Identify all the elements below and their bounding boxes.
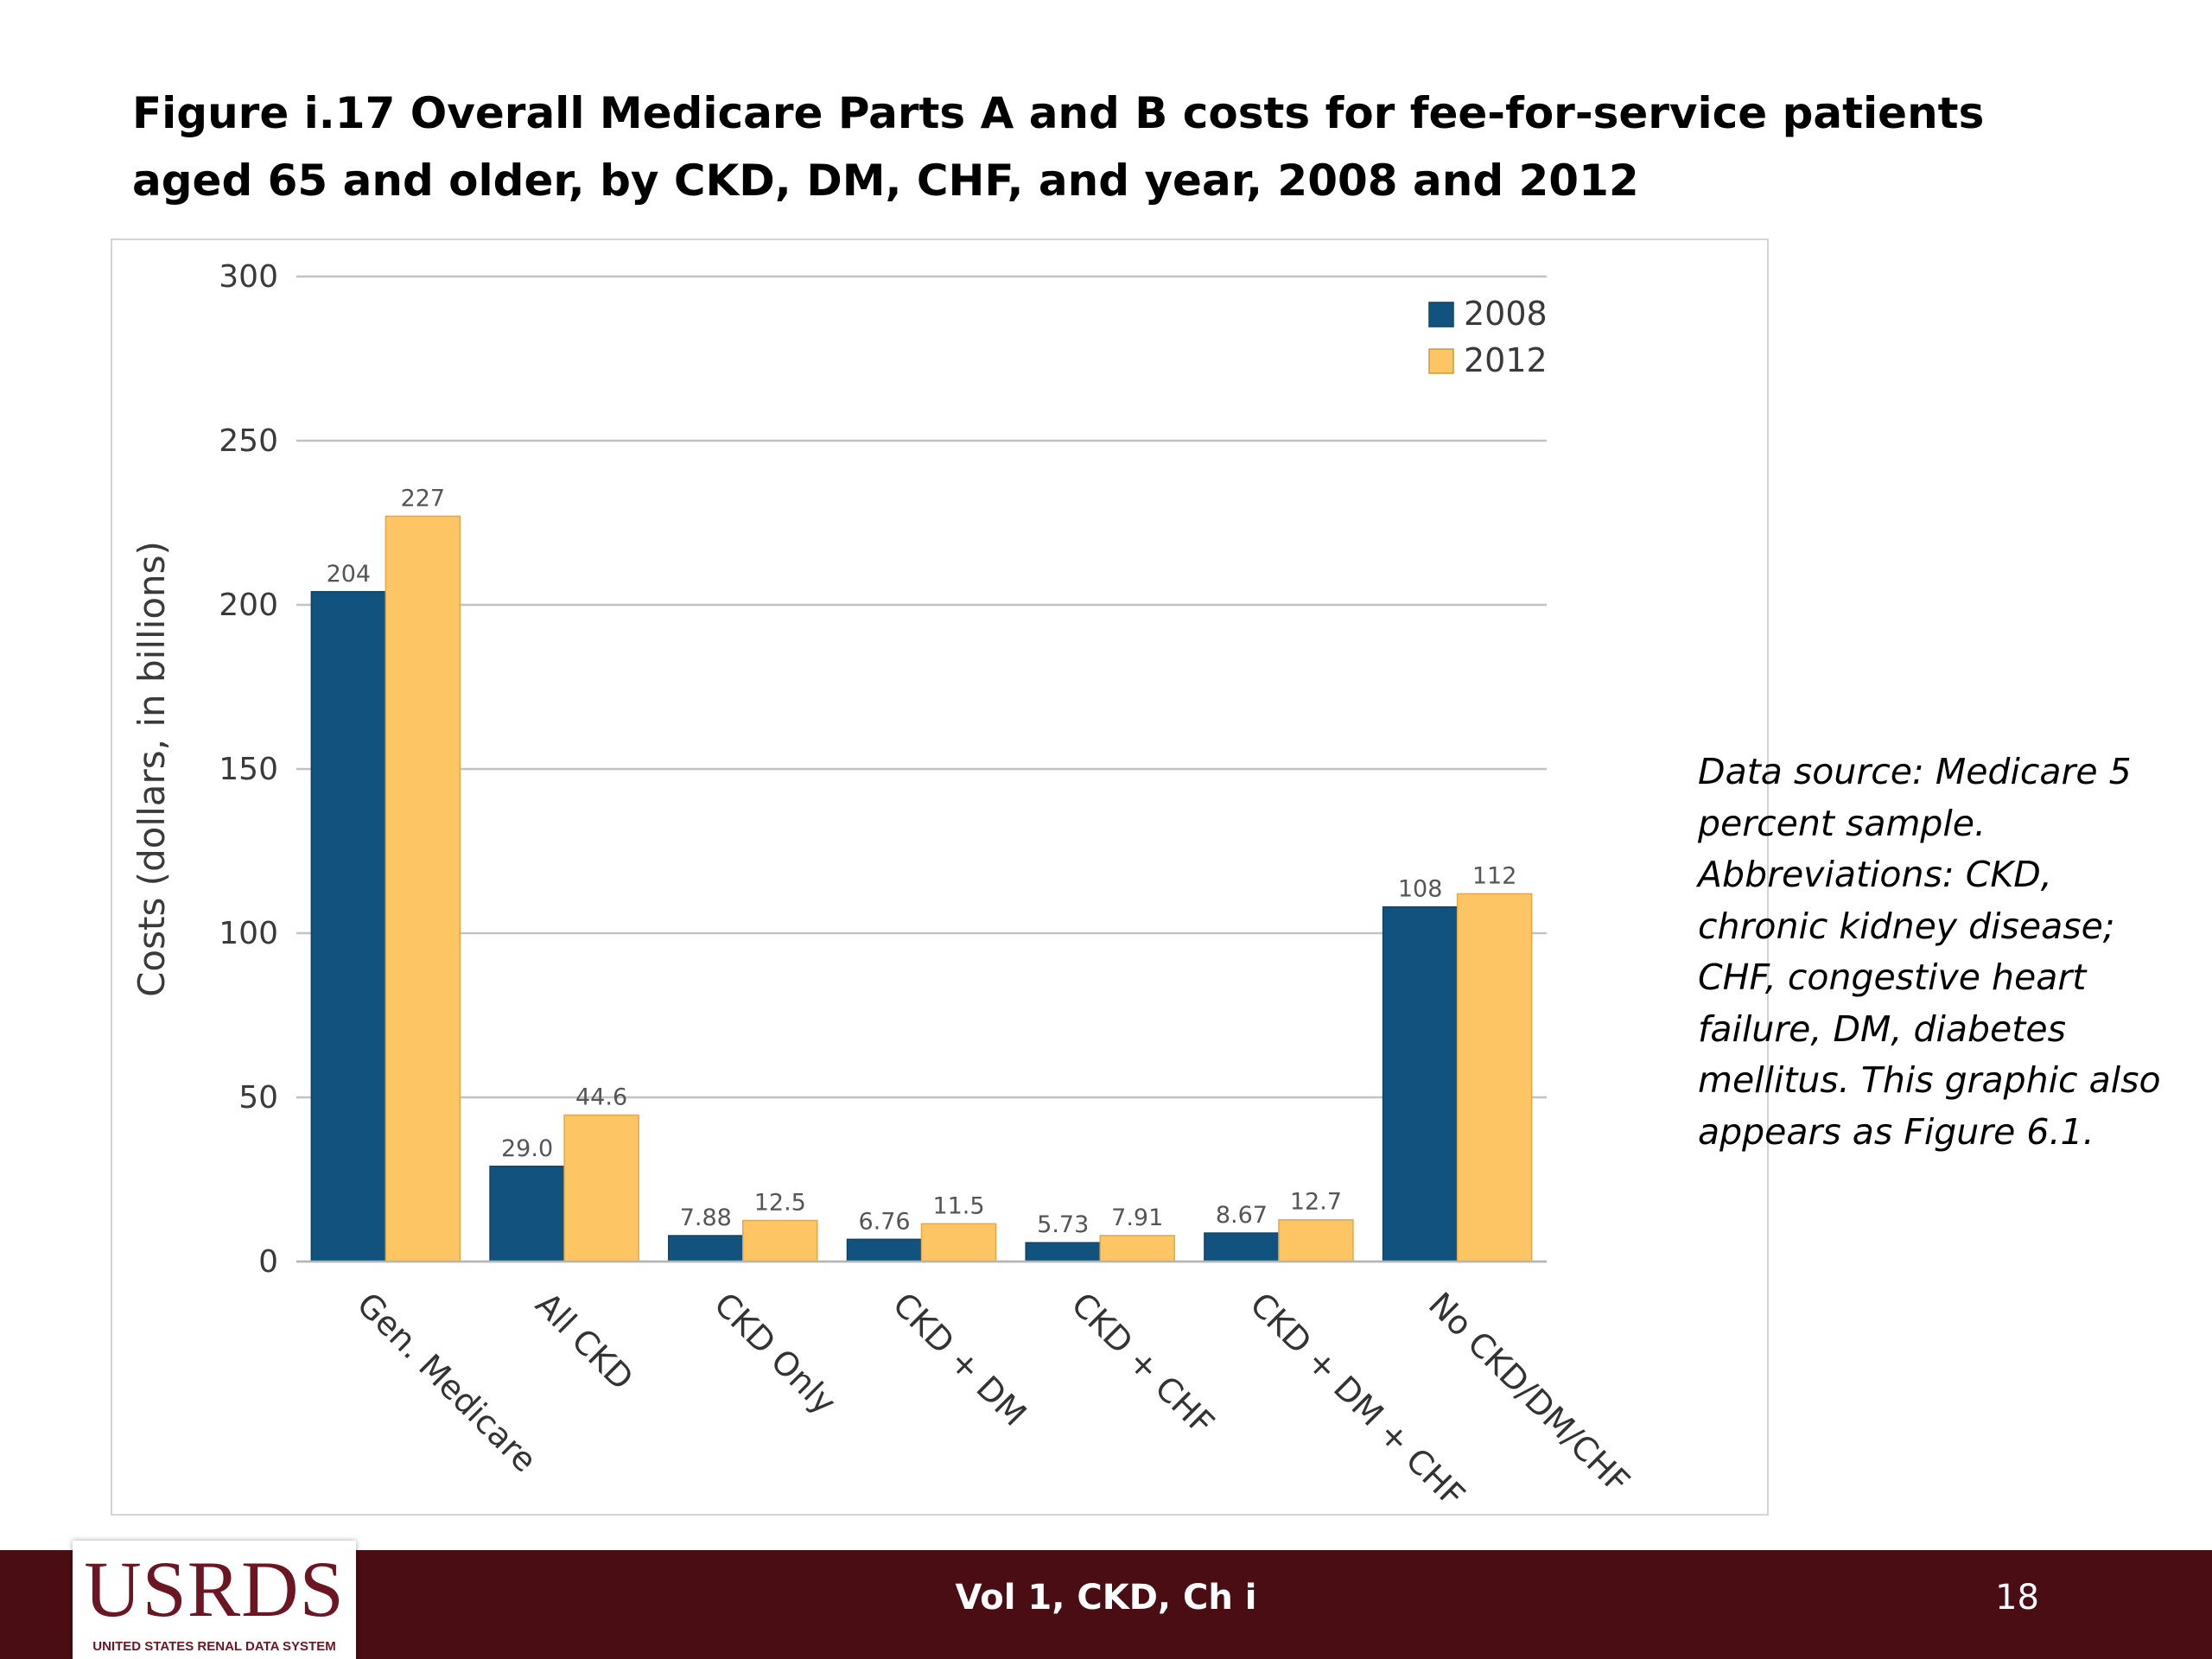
bar-2008 <box>846 1238 923 1262</box>
logo-wordmark: USRDS <box>84 1545 345 1633</box>
bar-2008 <box>668 1235 744 1262</box>
bar-2012 <box>1099 1235 1175 1262</box>
bar-2008 <box>1025 1242 1101 1262</box>
data-label: 11.5 <box>932 1192 984 1219</box>
legend-swatch-2012 <box>1428 348 1454 374</box>
usrds-logo: USRDS UNITED STATES RENAL DATA SYSTEM <box>73 1541 356 1659</box>
bar-2008 <box>1204 1232 1280 1262</box>
data-label: 7.88 <box>680 1205 732 1231</box>
bar-2008 <box>1382 906 1459 1262</box>
y-tick-label: 250 <box>219 423 278 459</box>
x-tick-label: CKD + DM <box>886 1285 1034 1433</box>
footer-volume-label: Vol 1, CKD, Ch i <box>955 1578 1257 1618</box>
y-axis-title: Costs (dollars, in billions) <box>130 541 173 997</box>
data-label: 12.7 <box>1290 1189 1342 1216</box>
y-tick-label: 50 <box>238 1080 278 1116</box>
data-label: 8.67 <box>1216 1202 1268 1229</box>
data-label: 204 <box>327 561 372 588</box>
page-number: 18 <box>1995 1578 2039 1618</box>
bar-2012 <box>563 1114 639 1262</box>
data-label: 5.73 <box>1037 1211 1089 1238</box>
chart-frame: 0 50 100 150 200 250 300 Costs (dollars, in bil… <box>111 238 1769 1516</box>
bar-chart: 0 50 100 150 200 250 300 Costs (dollars, in bil… <box>130 259 1637 1515</box>
legend-label-2008: 2008 <box>1464 295 1548 333</box>
data-label: 7.91 <box>1111 1205 1163 1231</box>
slide-title: Figure i.17 Overall Medicare Parts A and… <box>132 88 1985 206</box>
data-label: 12.5 <box>754 1190 806 1217</box>
x-tick-label: CKD + CHF <box>1064 1285 1221 1442</box>
legend-swatch-2008 <box>1428 302 1454 327</box>
data-label: 6.76 <box>858 1208 910 1235</box>
data-label: 44.6 <box>575 1084 627 1111</box>
bar-2012 <box>742 1219 818 1262</box>
x-tick-label: Gen. Medicare <box>350 1285 544 1479</box>
bar-2012 <box>1278 1218 1354 1262</box>
footer-bar <box>0 1550 2212 1659</box>
bar-2008 <box>310 591 387 1262</box>
y-tick-label: 150 <box>219 752 278 787</box>
bar-2012 <box>920 1223 997 1262</box>
x-tick-label: All CKD <box>528 1285 640 1397</box>
data-label: 227 <box>401 485 446 512</box>
bar-2012 <box>1456 893 1533 1262</box>
y-tick-label: 100 <box>219 916 278 951</box>
data-label: 112 <box>1472 862 1517 889</box>
logo-subtitle: UNITED STATES RENAL DATA SYSTEM <box>92 1639 336 1654</box>
x-tick-label: CKD Only <box>707 1285 843 1421</box>
y-tick-label: 0 <box>258 1244 278 1280</box>
legend-label-2012: 2012 <box>1464 341 1548 379</box>
bar-2008 <box>489 1166 565 1262</box>
bar-2012 <box>385 515 461 1262</box>
data-source-note: Data source: Medicare 5 percent sample. … <box>1698 751 2161 1153</box>
data-label: 29.0 <box>501 1135 553 1162</box>
y-tick-label: 300 <box>219 259 278 295</box>
y-tick-label: 200 <box>219 588 278 623</box>
data-label: 108 <box>1398 876 1443 903</box>
